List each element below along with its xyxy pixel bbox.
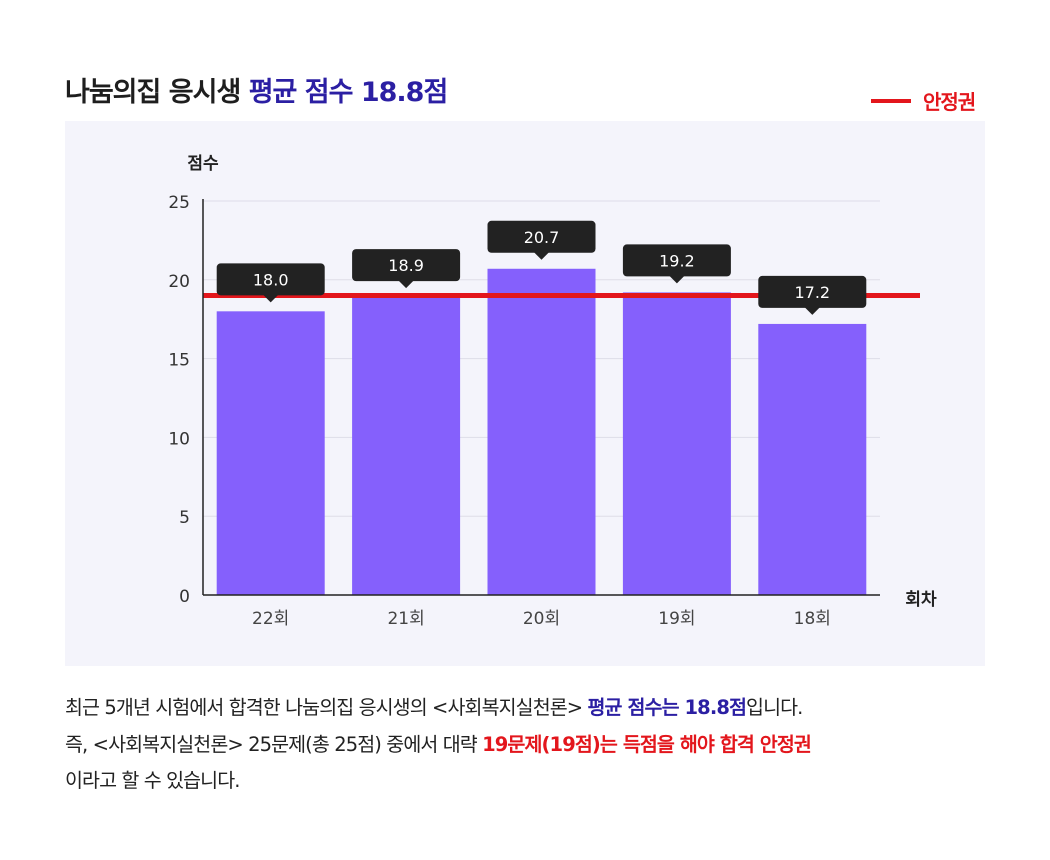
legend: 안정권	[871, 86, 976, 115]
y-tick-label: 0	[179, 587, 190, 607]
data-label-pointer	[668, 275, 685, 284]
description-text: 최근 5개년 시험에서 합격한 나눔의집 응시생의 <사회복지실천론>	[65, 696, 588, 719]
title-highlight: 평균 점수 18.8점	[248, 77, 449, 108]
data-label-pointer	[533, 251, 550, 260]
data-label-box	[352, 249, 461, 282]
x-tick-label: 18회	[794, 609, 831, 629]
data-label-pointer	[398, 280, 415, 289]
data-label-box	[487, 220, 596, 253]
bar	[352, 297, 461, 595]
data-label-box	[216, 263, 325, 296]
description-highlight-average: 평균 점수는 18.8점	[587, 696, 747, 719]
legend-label: 안정권	[923, 90, 976, 114]
data-label-box	[758, 275, 867, 308]
x-tick-label: 22회	[252, 609, 289, 629]
legend-swatch	[871, 98, 911, 103]
description-text: 이라고 할 수 있습니다.	[65, 769, 240, 792]
y-tick-label: 10	[168, 429, 190, 449]
bar	[216, 311, 325, 595]
y-tick-label: 15	[168, 351, 190, 371]
bar	[622, 292, 731, 595]
data-label: 20.7	[524, 228, 560, 247]
description-line-3: 이라고 할 수 있습니다.	[65, 763, 1005, 800]
description-text: 입니다.	[746, 696, 803, 719]
title-main: 나눔의집 응시생	[65, 77, 241, 108]
data-label: 17.2	[794, 283, 830, 302]
description-text: 즉, <사회복지실천론> 25문제(총 25점) 중에서 대략	[65, 732, 483, 756]
data-label: 18.0	[253, 270, 289, 289]
y-tick-label: 5	[179, 508, 190, 528]
bar	[758, 323, 867, 595]
data-label-pointer	[262, 294, 279, 303]
y-tick-label: 25	[168, 193, 190, 213]
x-tick-label: 21회	[387, 609, 424, 629]
y-tick-label: 20	[168, 272, 190, 292]
description-highlight-safe-zone: 19문제(19점)는 득점을 해야 합격 안정권	[482, 732, 812, 756]
description-line-1: 최근 5개년 시험에서 합격한 나눔의집 응시생의 <사회복지실천론> 평균 점…	[65, 690, 1005, 727]
description-line-2: 즉, <사회복지실천론> 25문제(총 25점) 중에서 대략 19문제(19점…	[65, 727, 1005, 764]
y-axis-label: 점수	[187, 154, 219, 174]
x-tick-label: 19회	[658, 609, 695, 629]
data-label: 19.2	[659, 251, 695, 270]
chart-title: 나눔의집 응시생 평균 점수 18.8점	[65, 70, 449, 109]
data-label: 18.9	[388, 256, 424, 275]
x-tick-label: 20회	[523, 609, 560, 629]
data-label-box	[622, 244, 731, 277]
data-label-pointer	[804, 306, 821, 315]
x-axis-label: 회차	[905, 590, 937, 610]
bar	[487, 268, 596, 595]
description: 최근 5개년 시험에서 합격한 나눔의집 응시생의 <사회복지실천론> 평균 점…	[65, 690, 1005, 800]
